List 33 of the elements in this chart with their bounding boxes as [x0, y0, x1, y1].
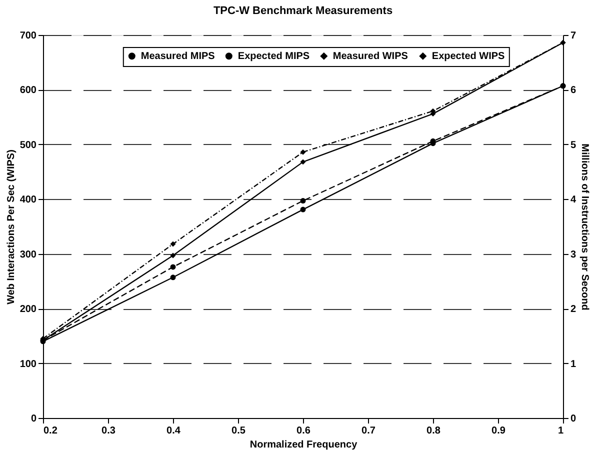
x-tick-label: 0.8 — [426, 426, 441, 436]
y2-tick-label: 1 — [570, 358, 576, 370]
x-tick-label: 0.4 — [166, 426, 181, 436]
y2-tick-label: 6 — [570, 85, 576, 96]
x-axis-title: Normalized Frequency — [250, 440, 358, 450]
y2-tick-label: 5 — [570, 140, 576, 151]
y-tick-label: 200 — [20, 304, 37, 316]
y2-tick-label: 3 — [570, 249, 576, 260]
y-tick-label: 400 — [20, 194, 37, 206]
y2-tick-label: 2 — [570, 304, 576, 316]
y2-axis-title: Millions of Instructions per Second — [579, 144, 590, 310]
y2-tick-label: 0 — [570, 414, 576, 424]
x-tick-label: 0.3 — [102, 426, 116, 436]
y-axis-title: Web Interactions Per Sec (WIPS) — [6, 150, 17, 304]
y2-tick-label: 4 — [570, 194, 576, 206]
legend-label: Measured WIPS — [332, 51, 408, 62]
x-tick-label: 0.2 — [44, 426, 58, 436]
y-tick-label: 300 — [20, 249, 37, 260]
y-tick-label: 100 — [20, 358, 37, 370]
y-tick-label: 500 — [20, 140, 37, 151]
x-tick-label: 0.7 — [362, 426, 376, 436]
y2-tick-label: 7 — [570, 30, 576, 42]
x-tick-label: 0.5 — [232, 426, 246, 436]
y-tick-label: 0 — [30, 414, 37, 424]
chart-title: TPC-W Benchmark Measurements — [213, 5, 393, 17]
legend-label: Expected WIPS — [432, 51, 506, 62]
x-tick-label: 1 — [558, 426, 564, 436]
legend-label: Expected MIPS — [238, 51, 310, 62]
legend-label: Measured MIPS — [140, 51, 216, 62]
x-tick-label: 0.6 — [296, 426, 311, 436]
y-tick-label: 600 — [20, 85, 37, 96]
y-tick-label: 700 — [20, 30, 37, 42]
x-tick-label: 0.9 — [492, 426, 506, 436]
